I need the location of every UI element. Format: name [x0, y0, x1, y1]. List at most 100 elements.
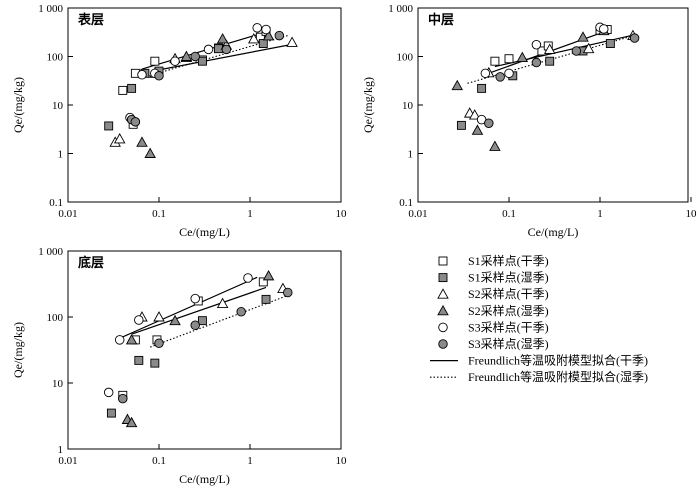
data-point-circle-filled: [495, 72, 505, 82]
x-tick-label: 0.1: [152, 455, 166, 467]
x-tick-label: 0.1: [502, 208, 516, 220]
data-point-square-filled: [258, 39, 268, 48]
fit-line-dry: [122, 276, 258, 338]
plot-frame: [67, 7, 342, 203]
x-tick-label: 0.01: [58, 455, 77, 467]
data-point-circle-hollow: [504, 68, 514, 79]
fit-line-dry: [152, 43, 294, 72]
data-point-triangle-hollow: [113, 132, 126, 144]
data-point-square-filled: [104, 121, 114, 131]
data-point-triangle-filled: [516, 51, 529, 63]
x-tick-label: 1: [597, 208, 603, 220]
data-point-triangle-filled: [489, 140, 501, 151]
data-point-triangle-filled: [471, 124, 484, 135]
data-point-square-hollow: [490, 56, 500, 66]
legend-label: S3采样点(湿季): [468, 336, 549, 351]
data-point-triangle-filled: [451, 79, 464, 91]
data-point-circle-filled: [531, 57, 542, 68]
legend-label: S1采样点(湿季): [468, 270, 549, 285]
x-tick-label: 1: [247, 455, 253, 467]
data-point-circle-filled: [571, 46, 582, 56]
x-tick-label: 0.01: [58, 208, 77, 220]
y-tick-label: 100: [397, 52, 414, 64]
data-point-square-hollow: [258, 277, 268, 287]
legend-label: Freundlich等温吸附模型拟合(干季): [468, 353, 648, 368]
data-point-triangle-filled: [262, 269, 275, 281]
x-tick-label: 10: [336, 208, 348, 220]
data-point-triangle-filled: [577, 31, 589, 42]
y-tick-label: 10: [52, 100, 64, 112]
chart-panel-2: 0.01 0.1 1 10 1 10 100 1 000 底层 Ce/(mg/L) Qe/(mg/k…: [11, 246, 347, 486]
legend-label: S3采样点(干季): [468, 319, 549, 334]
data-point-triangle-filled: [180, 50, 193, 61]
data-point-circle-filled: [484, 118, 494, 129]
x-tick-label: 0.1: [152, 208, 166, 220]
data-point-circle-hollow: [480, 68, 491, 79]
data-point-square-filled: [261, 294, 271, 304]
data-point-circle-hollow: [531, 39, 542, 50]
plot-frame: [417, 7, 689, 203]
y-tick-label: 1: [58, 444, 64, 456]
x-axis-title: Ce/(mg/L): [179, 225, 230, 239]
legend-item: S1采样点(干季): [438, 253, 549, 268]
data-point-triangle-filled: [125, 416, 138, 428]
y-tick-label: 1: [58, 149, 64, 161]
legend-item: S3采样点(干季): [438, 319, 549, 334]
x-tick-label: 0.01: [408, 208, 427, 220]
legend-marker-square-filled: [438, 273, 448, 283]
data-point-square-hollow: [504, 54, 514, 64]
x-tick-label: 1: [247, 208, 253, 220]
legend-marker-square-hollow: [438, 256, 448, 266]
y-axis-title: Qe/(mg/kg): [11, 322, 25, 378]
data-point-square-filled: [150, 358, 160, 368]
y-tick-label: 0.1: [49, 197, 63, 209]
data-point-triangle-hollow: [543, 43, 556, 54]
data-point-circle-hollow: [190, 293, 200, 304]
legend-label: Freundlich等温吸附模型拟合(湿季): [468, 369, 648, 384]
legend-item: Freundlich等温吸附模型拟合(干季): [430, 353, 648, 368]
legend-marker-circle-hollow: [438, 322, 448, 333]
panel-title: 表层: [77, 12, 104, 27]
data-point-triangle-filled: [144, 147, 156, 158]
data-point-circle-filled: [274, 30, 285, 41]
y-tick-label: 1 000: [38, 3, 63, 15]
data-point-circle-hollow: [137, 70, 147, 80]
data-point-circle-hollow: [599, 24, 609, 34]
legend-label: S2采样点(湿季): [468, 303, 549, 318]
y-tick-label: 1 000: [38, 246, 63, 258]
data-point-triangle-filled: [136, 136, 148, 147]
data-point-circle-filled: [221, 44, 232, 55]
data-point-circle-hollow: [261, 24, 271, 35]
data-point-square-filled: [197, 316, 207, 326]
data-point-triangle-filled: [169, 314, 181, 326]
data-point-circle-filled: [190, 320, 200, 330]
data-point-square-filled: [197, 56, 207, 66]
data-point-square-filled: [605, 39, 615, 48]
panel-title: 底层: [78, 255, 104, 270]
y-tick-label: 1: [408, 149, 414, 161]
x-axis-title: Ce/(mg/L): [528, 225, 579, 239]
data-point-triangle-hollow: [248, 33, 260, 44]
y-tick-label: 100: [47, 52, 64, 64]
data-point-triangle-filled: [125, 333, 138, 345]
legend-label: S1采样点(干季): [468, 253, 549, 268]
x-tick-label: 10: [686, 208, 698, 220]
data-point-square-filled: [545, 56, 555, 66]
data-point-triangle-filled: [216, 33, 229, 44]
data-point-circle-filled: [118, 393, 128, 404]
y-tick-label: 1 000: [388, 3, 413, 15]
data-point-circle-hollow: [243, 273, 253, 283]
data-point-circle-hollow: [170, 56, 180, 66]
legend-item: S2采样点(干季): [437, 286, 549, 301]
y-axis-title: Qe/(mg/kg): [361, 77, 375, 133]
legend-marker-triangle-filled: [437, 304, 449, 316]
legend-marker-triangle-hollow: [437, 288, 449, 299]
y-tick-label: 10: [52, 378, 64, 390]
data-point-circle-filled: [130, 117, 141, 127]
data-point-circle-hollow: [203, 44, 214, 55]
x-axis-title: Ce/(mg/L): [179, 472, 230, 486]
data-point-circle-filled: [283, 287, 293, 298]
